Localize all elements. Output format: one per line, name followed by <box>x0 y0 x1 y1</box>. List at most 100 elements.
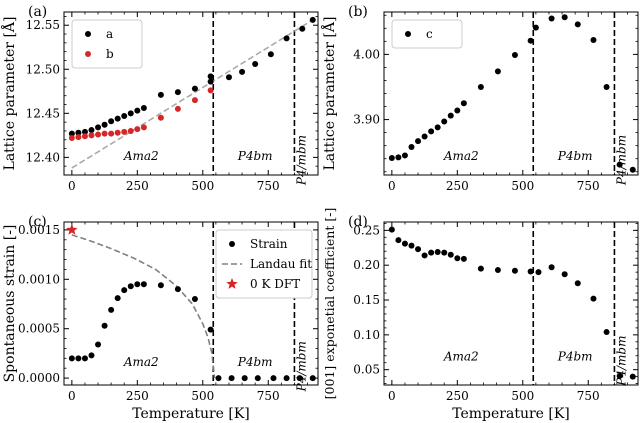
legend-marker-c-0 <box>229 241 235 247</box>
y-tick-label-c-1: 0.0005 <box>18 322 60 336</box>
data-point-d-coefficient-7 <box>434 248 441 255</box>
data-point-c-strain-3 <box>88 352 95 359</box>
data-point-b-c-23 <box>629 166 636 173</box>
y-tick-label-c-0: 0.0000 <box>18 371 60 385</box>
data-point-b-c-13 <box>494 68 501 75</box>
data-point-a-a-6 <box>108 118 115 125</box>
data-point-a-a-19 <box>267 51 274 58</box>
data-point-c-strain-14 <box>191 296 198 303</box>
data-point-a-a-12 <box>157 91 164 98</box>
data-point-c-strain-15 <box>207 326 214 333</box>
x-tick-label-d-2: 500 <box>511 389 534 403</box>
data-point-a-a-17 <box>239 68 246 75</box>
phase-label-c-1: P4bm <box>237 355 273 369</box>
data-point-d-coefficient-1 <box>395 237 402 244</box>
data-point-c-strain-2 <box>81 355 88 362</box>
y-axis-label-b: Lattice parameter [Å] <box>320 17 338 171</box>
data-point-b-c-20 <box>590 37 597 44</box>
legend-box-c <box>215 229 313 299</box>
data-point-a-a-14 <box>191 85 198 92</box>
data-point-d-coefficient-0 <box>388 226 395 233</box>
x-tick-label-b-3: 750 <box>577 179 600 193</box>
data-point-a-a-21 <box>299 25 306 32</box>
phase-label-b-0: Ama2 <box>443 149 479 163</box>
data-point-c-strain-19 <box>254 375 261 382</box>
data-point-b-c-11 <box>460 100 467 107</box>
data-point-d-coefficient-12 <box>477 265 484 272</box>
data-point-b-c-0 <box>388 155 395 162</box>
data-point-d-coefficient-20 <box>590 295 597 302</box>
data-point-d-coefficient-22 <box>616 372 623 379</box>
phase-label-b-2: P4/mbm <box>615 135 629 186</box>
axes-frame-c <box>63 221 319 386</box>
data-point-d-coefficient-17 <box>548 264 555 271</box>
panel-label-c: (c) <box>28 214 47 230</box>
data-point-c-strain-9 <box>127 283 134 290</box>
data-point-d-coefficient-3 <box>408 242 415 249</box>
data-point-b-c-9 <box>447 112 454 119</box>
data-point-b-c-14 <box>511 52 518 59</box>
data-point-d-coefficient-5 <box>421 252 428 259</box>
data-point-c-strain-21 <box>283 375 290 382</box>
data-point-d-coefficient-16 <box>535 269 542 276</box>
legend-label-b-0: c <box>426 27 433 41</box>
data-point-c-strain-18 <box>241 375 248 382</box>
x-tick-label-d-3: 750 <box>577 389 600 403</box>
data-point-a-b-3 <box>88 132 95 139</box>
data-point-d-coefficient-18 <box>561 271 568 278</box>
legend-label-a-0: a <box>106 27 113 41</box>
legend-box-b <box>391 19 463 49</box>
x-tick-label-c-3: 750 <box>257 389 280 403</box>
x-tick-label-c-2: 500 <box>191 389 214 403</box>
data-point-c-strain-10 <box>134 281 141 288</box>
data-point-a-a-11 <box>140 105 147 112</box>
data-point-b-c-22 <box>616 161 623 168</box>
data-point-c-strain-17 <box>228 375 235 382</box>
data-point-b-c-8 <box>441 118 448 125</box>
y-tick-label-a-3: 12.55 <box>26 18 60 32</box>
data-point-a-b-2 <box>81 133 88 140</box>
legend-marker-a-0 <box>85 31 91 37</box>
y-tick-label-d-3: 0.20 <box>353 258 380 272</box>
phase-label-a-2: P4/mbm <box>295 135 309 186</box>
y-tick-label-d-2: 0.15 <box>353 293 380 307</box>
y-tick-label-c-2: 0.0010 <box>18 272 60 286</box>
data-point-a-a-2 <box>81 128 88 135</box>
phase-label-c-2: P4/mbm <box>295 341 309 392</box>
y-tick-label-b-0: 3.90 <box>353 113 380 127</box>
x-axis-label-d: Temperature [K] <box>452 406 570 422</box>
axes-frame-d <box>383 221 639 386</box>
data-point-d-coefficient-13 <box>494 267 501 274</box>
data-point-c-strain-23 <box>309 375 316 382</box>
data-point-d-coefficient-8 <box>441 249 448 256</box>
y-tick-label-a-0: 12.40 <box>26 150 60 164</box>
data-point-extra-a-0 <box>207 73 214 80</box>
y-axis-label-c: Spontaneous strain [-] <box>2 225 18 383</box>
data-point-a-b-4 <box>95 131 102 138</box>
data-point-a-b-8 <box>121 128 128 135</box>
data-point-a-a-18 <box>252 60 259 67</box>
data-point-b-c-5 <box>421 133 428 140</box>
x-tick-label-b-2: 500 <box>511 179 534 193</box>
data-point-b-c-7 <box>434 124 441 131</box>
phase-label-d-1: P4bm <box>557 350 593 364</box>
y-axis-label-a: Lattice parameter [Å] <box>0 17 18 171</box>
data-point-b-c-15 <box>527 37 534 44</box>
y-tick-label-a-2: 12.50 <box>26 62 60 76</box>
data-point-a-a-1 <box>75 129 82 136</box>
data-point-b-c-3 <box>408 143 415 150</box>
data-point-d-coefficient-11 <box>460 255 467 262</box>
x-tick-label-c-0: 0 <box>68 389 76 403</box>
data-point-a-a-3 <box>88 127 95 134</box>
data-point-b-c-19 <box>574 21 581 28</box>
legend-label-c-1: Landau fit <box>250 257 312 271</box>
x-tick-label-d-1: 250 <box>446 389 469 403</box>
data-point-b-c-21 <box>603 83 610 90</box>
data-point-a-b-13 <box>174 105 181 112</box>
legend-label-a-1: b <box>106 47 114 61</box>
panel-d: 0 250 500 750 0.05 0.10 0.15 0.20 0.25 Temperatur… <box>322 208 639 422</box>
data-point-a-a-9 <box>127 110 134 117</box>
data-point-a-a-15 <box>207 78 214 85</box>
data-point-a-a-7 <box>114 115 121 122</box>
